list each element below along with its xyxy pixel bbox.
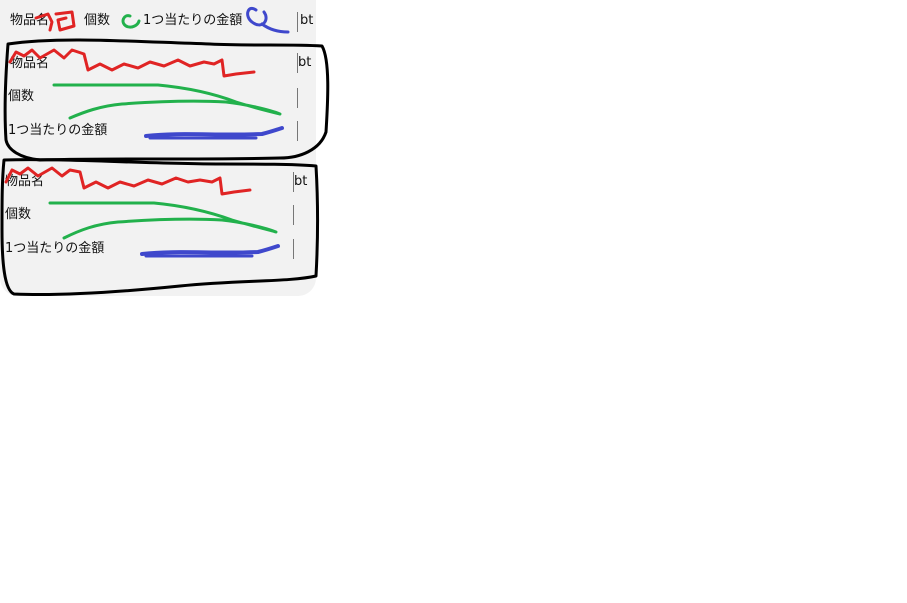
row2-edge-mark bbox=[317, 176, 318, 188]
row2-count-label: 個数 bbox=[5, 207, 32, 222]
row1-bt-button[interactable]: bt bbox=[298, 55, 312, 70]
row1-unit-price-label: 1つ当たりの金額 bbox=[8, 123, 108, 138]
header-count-label: 個数 bbox=[84, 13, 111, 28]
row1-name-label: 物品名 bbox=[10, 56, 50, 71]
row2-count-field[interactable] bbox=[293, 205, 294, 225]
row2-unit-price-label: 1つ当たりの金額 bbox=[5, 241, 105, 256]
row1-count-label: 個数 bbox=[8, 89, 35, 104]
header-divider bbox=[297, 12, 298, 32]
row2-unit-price-field[interactable] bbox=[293, 239, 294, 259]
header-unit-price-label: 1つ当たりの金額 bbox=[143, 13, 243, 28]
row2-bt-button[interactable]: bt bbox=[294, 174, 308, 189]
header-name-label: 物品名 bbox=[10, 13, 50, 28]
row1-unit-price-field[interactable] bbox=[297, 121, 298, 141]
header-bt-button[interactable]: bt bbox=[300, 13, 314, 28]
row2-name-label: 物品名 bbox=[5, 174, 45, 189]
row1-count-field[interactable] bbox=[297, 88, 298, 108]
